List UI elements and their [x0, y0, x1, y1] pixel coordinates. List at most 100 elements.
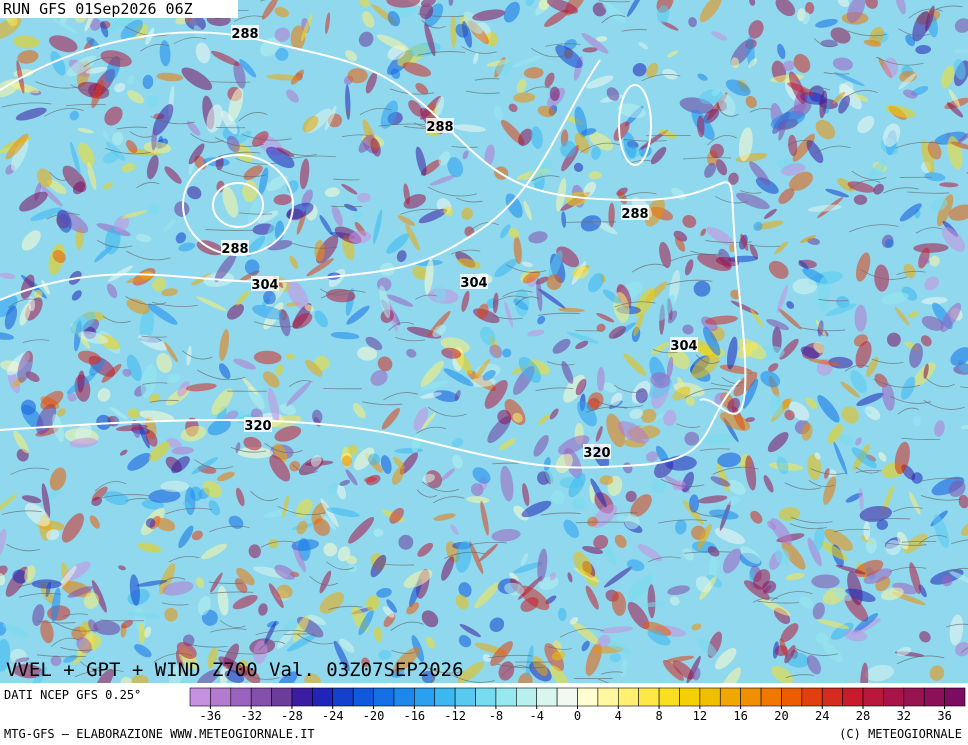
texture [778, 308, 802, 330]
texture [83, 592, 100, 609]
map-title: VVEL + GPT + WIND Z700 Val. 03Z07SEP2026 [6, 659, 464, 681]
texture [50, 655, 62, 667]
contour-label-bg [670, 337, 698, 352]
texture [195, 577, 205, 589]
texture [147, 303, 178, 325]
texture [933, 514, 950, 549]
streamline [389, 88, 435, 95]
texture [882, 123, 901, 147]
texture [832, 91, 846, 104]
texture [715, 256, 740, 267]
streamline [116, 126, 148, 130]
texture [592, 2, 607, 17]
texture [387, 11, 401, 27]
texture [822, 643, 843, 663]
streamline [7, 298, 42, 309]
texture [939, 182, 959, 188]
streamline [258, 641, 286, 651]
texture [392, 467, 405, 485]
streamline [1, 510, 42, 515]
texture [353, 447, 375, 471]
texture [609, 653, 622, 663]
texture [455, 540, 472, 573]
colorbar-swatch [760, 687, 782, 707]
texture [597, 634, 611, 648]
texture [127, 453, 152, 471]
texture [573, 162, 584, 173]
texture [463, 11, 484, 34]
texture [113, 215, 130, 232]
texture [196, 669, 220, 683]
texture [617, 421, 649, 444]
texture [186, 120, 201, 136]
texture [348, 230, 372, 244]
texture [36, 168, 53, 188]
colorbar-swatch [862, 687, 884, 707]
texture [663, 409, 677, 427]
streamline [621, 29, 647, 32]
streamline [242, 671, 280, 680]
texture [941, 65, 955, 89]
texture [195, 42, 211, 64]
texture [657, 295, 675, 321]
texture [547, 0, 579, 14]
texture [420, 0, 436, 7]
streamline [241, 134, 292, 141]
texture [855, 340, 872, 369]
texture [591, 146, 601, 160]
texture [319, 592, 345, 614]
texture [232, 594, 258, 610]
texture [139, 307, 155, 342]
streamline [277, 505, 326, 516]
streamline [333, 178, 360, 181]
texture [855, 252, 871, 282]
texture [763, 475, 774, 493]
texture [929, 665, 945, 681]
texture [457, 661, 485, 683]
texture [126, 273, 157, 284]
texture [217, 471, 235, 482]
streamline [102, 315, 131, 324]
texture [402, 62, 432, 77]
texture [461, 290, 470, 312]
streamline [297, 634, 338, 645]
texture [528, 231, 548, 244]
colorbar-swatch [679, 687, 701, 707]
colorbar-swatch [658, 687, 680, 707]
streamline [757, 600, 800, 604]
streamline [844, 364, 869, 372]
texture [182, 501, 192, 509]
texture [352, 403, 366, 419]
streamline [129, 131, 153, 138]
texture [722, 548, 742, 574]
streamline [44, 108, 84, 117]
texture [582, 545, 604, 555]
texture [785, 572, 805, 581]
streamline [417, 13, 465, 18]
texture [925, 5, 935, 32]
texture [258, 167, 269, 196]
texture [859, 505, 892, 522]
texture [247, 386, 265, 410]
texture [187, 186, 202, 200]
texture [915, 45, 932, 55]
texture [109, 406, 128, 420]
streamline [641, 73, 681, 82]
texture [844, 594, 869, 622]
texture [833, 441, 848, 475]
texture [856, 392, 884, 407]
contour-label-bg [583, 444, 611, 459]
texture [52, 414, 65, 442]
run-label: RUN GFS 01Sep2026 06Z [3, 0, 193, 18]
texture [441, 556, 455, 581]
texture [667, 585, 690, 596]
texture [865, 406, 881, 421]
texture [320, 512, 337, 530]
texture [434, 96, 445, 117]
texture [686, 655, 701, 683]
texture [100, 21, 109, 38]
texture [443, 368, 474, 387]
texture [536, 278, 543, 312]
streamline [142, 382, 168, 385]
texture [702, 326, 721, 356]
